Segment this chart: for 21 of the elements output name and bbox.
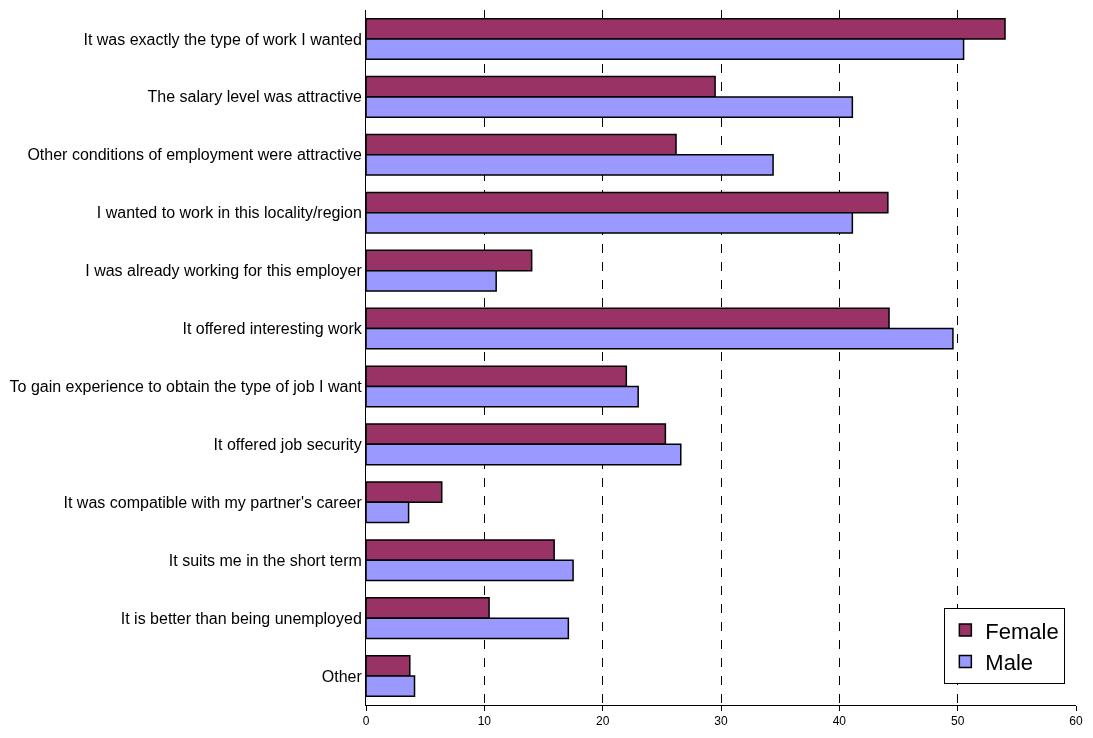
y-tick-label: It offered interesting work <box>182 320 363 338</box>
y-tick-label: Other <box>321 667 363 685</box>
y-tick-label: It is better than being unemployed <box>120 609 362 627</box>
legend-label: Male <box>985 650 1034 676</box>
y-tick-label: Other conditions of employment were attractive <box>27 146 362 164</box>
x-tick-label: 20 <box>595 714 610 729</box>
x-tick-label: 60 <box>1069 714 1083 729</box>
x-tick-label: 50 <box>950 714 965 729</box>
legend-label: Female <box>985 618 1059 644</box>
x-tick-label: 30 <box>714 714 728 729</box>
y-tick-label: It offered job security <box>213 435 362 453</box>
y-tick-label: I was already working for this employer <box>85 262 363 280</box>
y-tick-label: It suits me in the short term <box>168 551 362 569</box>
x-tick-label: 10 <box>477 714 492 729</box>
y-tick-label: It was exactly the type of work I wanted <box>83 30 362 48</box>
y-tick-label: The salary level was attractive <box>147 88 362 106</box>
y-tick-label: I wanted to work in this locality/region <box>96 204 362 222</box>
x-tick-label: 0 <box>362 714 370 729</box>
y-tick-label: To gain experience to obtain the type of job I want <box>9 378 363 396</box>
x-tick-label: 40 <box>832 714 847 729</box>
y-tick-label: It was compatible with my partner's career <box>63 493 363 511</box>
